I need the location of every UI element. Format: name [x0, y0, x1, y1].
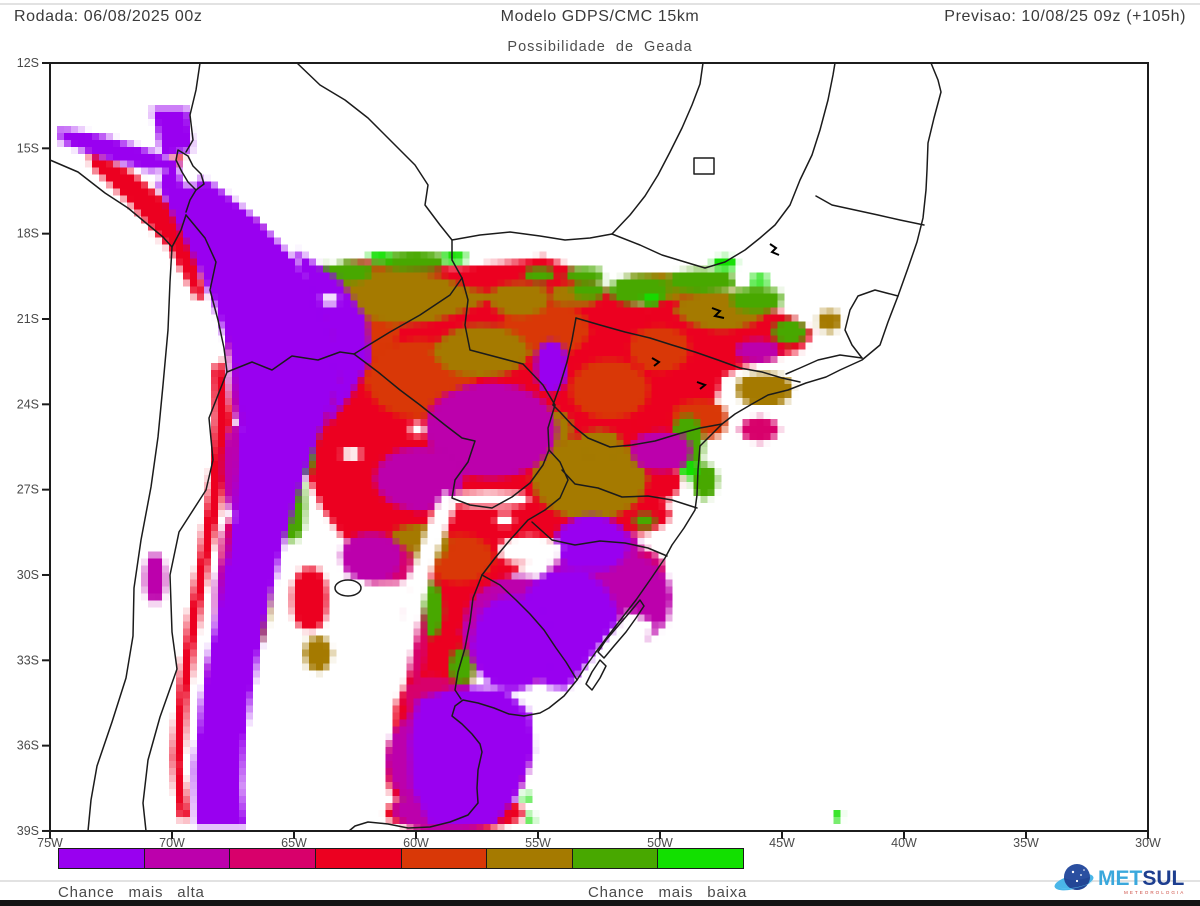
border-argentina-paraguay	[353, 353, 550, 509]
logo-text-met: MET	[1098, 867, 1143, 890]
lon-tick-label: 45W	[769, 836, 795, 850]
lat-tick-label: 18S	[17, 227, 39, 241]
lat-tick-label: 24S	[17, 397, 39, 411]
lon-tick-label: 35W	[1013, 836, 1039, 850]
coastline-pacific	[49, 159, 173, 832]
lat-tick-label: 30S	[17, 568, 39, 582]
border-mt-go	[611, 62, 704, 235]
lat-tick-label: 27S	[17, 483, 39, 497]
border-sp-mg	[575, 317, 801, 383]
border-bolivia-paraguay	[353, 277, 463, 355]
lon-tick-label: 75W	[37, 836, 63, 850]
lat-tick-label: 21S	[17, 312, 39, 326]
colorbar-segment-5	[400, 848, 488, 869]
lat-tick-label: 15S	[17, 141, 39, 155]
probability-colorbar	[58, 848, 744, 869]
border-bolivia-brazil	[296, 62, 463, 279]
border-ms-mt	[451, 231, 613, 241]
legend-high-label: Chance mais alta	[58, 884, 205, 901]
forecast-valid-label: Previsao: 10/08/25 09z (+105h)	[944, 8, 1186, 25]
border-es-mg	[844, 289, 899, 359]
logo-text-meteorologia: METEOROLOGIA	[1124, 890, 1185, 895]
lagoa-mirim	[585, 659, 607, 691]
map-frame	[49, 62, 1149, 832]
lon-tick-label: 30W	[1135, 836, 1161, 850]
svg-text:METSUL: METSUL	[1098, 867, 1185, 890]
legend-low-label: Chance mais baixa	[588, 884, 748, 901]
bottom-divider	[0, 880, 1200, 882]
colorbar-segment-3	[229, 848, 316, 869]
border-pr-sp	[552, 404, 723, 448]
frost-probability-raster	[50, 63, 1148, 831]
lon-tick-label: 70W	[159, 836, 185, 850]
lake-titicaca	[175, 149, 205, 191]
colorbar-segment-7	[571, 848, 659, 869]
lon-tick-label: 65W	[281, 836, 307, 850]
lon-tick-label: 50W	[647, 836, 673, 850]
colorbar-segment-4	[314, 848, 402, 869]
border-distrito-federal	[693, 157, 715, 175]
border-sc-pr	[561, 469, 698, 509]
border-sp-ms	[552, 317, 577, 406]
lat-tick-label: 33S	[17, 653, 39, 667]
logo-text-sul: SUL	[1142, 867, 1184, 890]
lake-mar-chiquita	[334, 579, 362, 597]
border-brazil-argentina	[481, 449, 569, 576]
lat-tick-label: 36S	[17, 739, 39, 753]
coastline-atlantic	[348, 62, 942, 832]
planet-icon	[1054, 864, 1094, 891]
lon-tick-label: 40W	[891, 836, 917, 850]
border-mg-ba	[815, 195, 925, 226]
reservoir-marks	[651, 243, 780, 390]
border-rs-sc	[531, 521, 668, 557]
model-label: Modelo GDPS/CMC 15km	[500, 8, 700, 25]
lon-tick-label: 60W	[403, 836, 429, 850]
axis-ticks	[42, 62, 1149, 839]
bottom-bar	[0, 900, 1200, 906]
border-chile-argentina	[142, 371, 228, 832]
border-rj-mg	[785, 354, 863, 375]
lon-tick-label: 55W	[525, 836, 551, 850]
border-chile-bolivia	[185, 214, 228, 373]
top-divider	[0, 3, 1200, 5]
colorbar-segment-8	[657, 848, 744, 869]
border-uruguay-river	[454, 574, 483, 700]
colorbar-segment-6	[486, 848, 573, 869]
lat-tick-label: 12S	[17, 56, 39, 70]
metsul-logo: METSUL METEOROLOGIA	[1052, 857, 1197, 902]
colorbar-segment-1	[58, 848, 145, 869]
border-paraguay-brazil	[461, 277, 556, 451]
border-bolivia-argentina	[226, 351, 355, 373]
border-brazil-uruguay	[481, 574, 578, 681]
lat-tick-label: 39S	[17, 824, 39, 838]
axis-labels: 75W 70W 65W 60W 55W 50W 45W 40W 35W 30W 12S 15S 18S 2…	[17, 56, 1161, 850]
lagoa-dos-patos	[597, 599, 645, 659]
run-label: Rodada: 06/08/2025 00z	[14, 8, 203, 25]
colorbar-segment-2	[143, 848, 231, 869]
border-go-mg	[611, 62, 836, 269]
page-title: Possibilidade de Geada	[507, 39, 693, 55]
border-peru-bolivia	[171, 62, 201, 248]
